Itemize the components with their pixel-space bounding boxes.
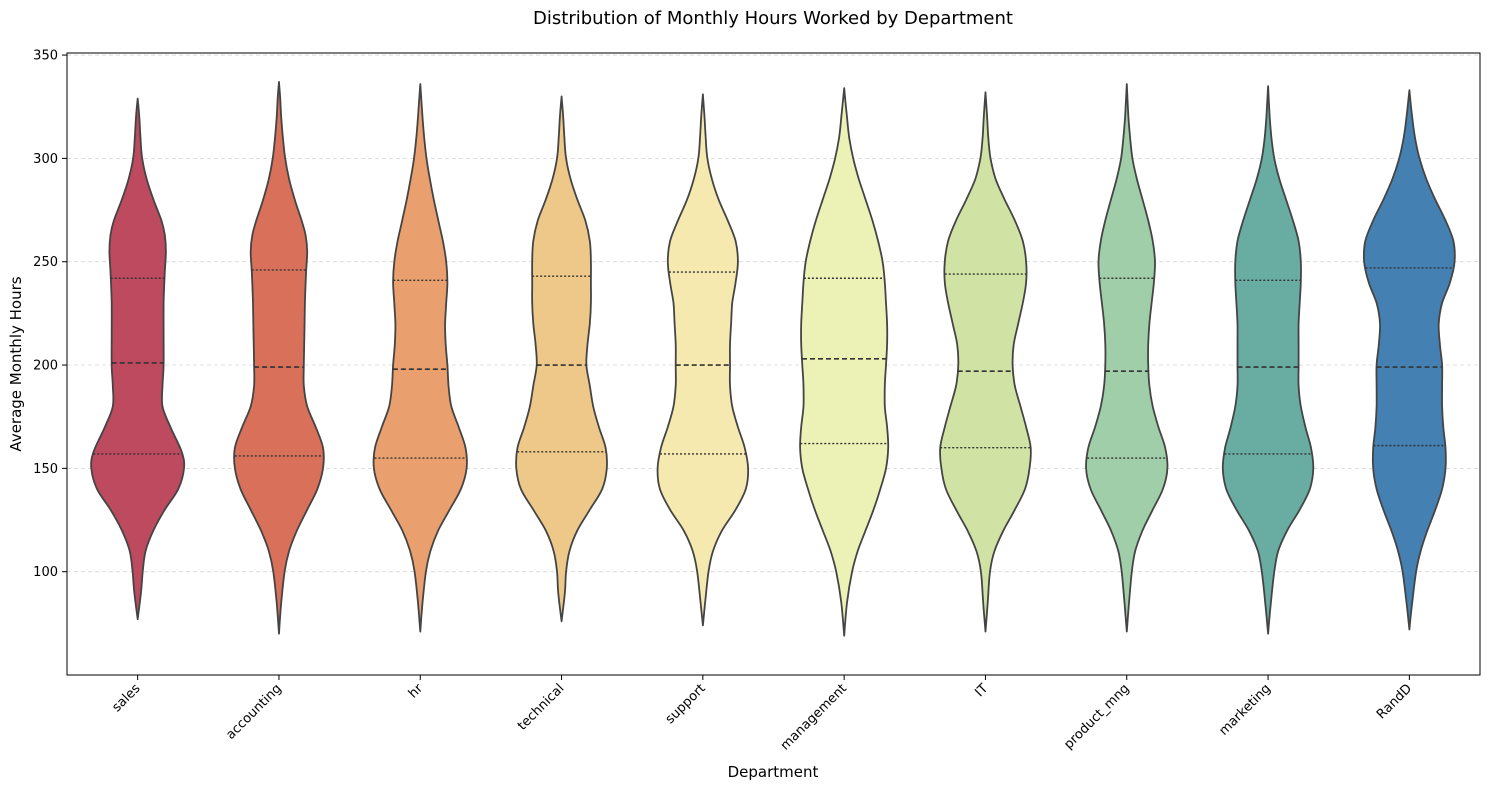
x-tick-label: support [663,681,709,727]
y-axis: 100 150 200 250 300 350 [33,49,67,580]
y-tick-label: 250 [33,255,58,270]
chart-title: Distribution of Monthly Hours Worked by … [533,8,1013,29]
plot-frame [66,52,1481,676]
violin-technical [515,95,608,623]
x-axis-label: Department [728,763,819,781]
violin-body [656,93,750,627]
y-tick-label: 100 [33,565,58,580]
x-tick-label: accounting [223,681,284,742]
violin-body [515,95,608,623]
violin-body [372,83,468,633]
violins [90,81,1456,637]
y-tick-label: 150 [33,462,58,477]
violin-marketing [1221,85,1315,635]
x-tick-label: management [778,681,850,753]
violin-body [90,97,186,621]
x-tick-label: hr [406,681,427,702]
violin-RandD [1362,89,1456,631]
violin-body [799,87,890,637]
violin-hr [372,83,468,633]
x-tick-label: technical [515,681,567,733]
x-tick-label: IT [972,681,991,700]
y-axis-label: Average Monthly Hours [7,276,25,451]
x-tick-label: marketing [1216,681,1273,738]
violin-body [1221,85,1315,635]
x-tick-label: RandD [1374,681,1415,722]
violin-product_mng [1085,83,1169,633]
violin-support [656,93,750,627]
x-axis: sales accounting hr technical support managem… [109,675,1415,753]
violin-management [799,87,890,637]
violin-IT [939,91,1032,633]
violin-body [939,91,1032,633]
violin-body [1362,89,1456,631]
violin-body [1085,83,1169,633]
y-tick-label: 300 [33,152,58,167]
x-tick-label: sales [109,681,143,715]
y-tick-label: 350 [33,49,58,64]
violin-accounting [233,81,325,635]
y-tick-label: 200 [33,359,58,374]
violin-sales [90,97,186,621]
violin-body [233,81,325,635]
x-tick-label: product_mng [1061,681,1132,752]
